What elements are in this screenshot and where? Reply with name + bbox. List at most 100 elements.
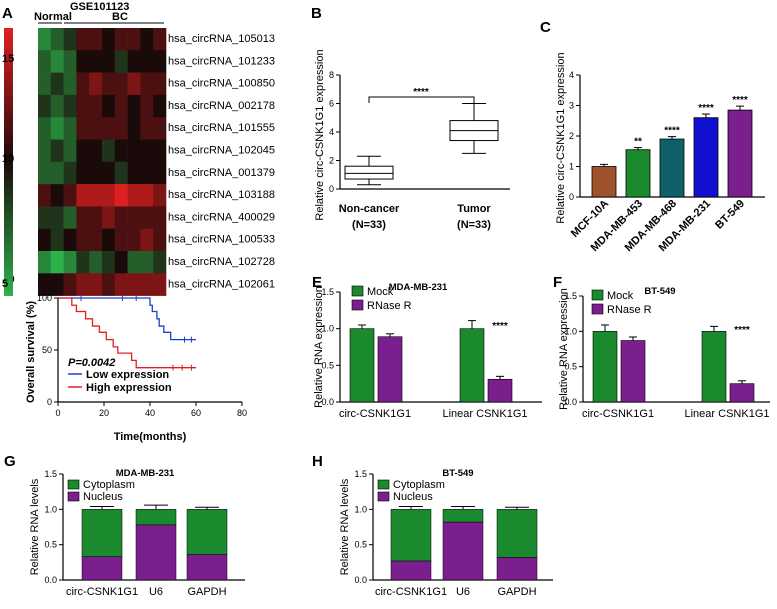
heatmap-cell [38,206,52,229]
fraction-category: U6 [149,586,163,598]
heatmap-cell [114,206,128,229]
fraction-H-y-tick-label: 0.5 [354,540,367,550]
cellline-bar [659,138,685,198]
heatmap-cell [76,94,90,118]
survival-pvalue: P=0.0042 [68,357,115,369]
boxplot-y-tick-label: 6 [329,99,334,109]
heatmap-row-label: hsa_circRNA_105013 [168,33,275,45]
heatmap-cell [89,94,103,118]
heatmap-cell [102,273,116,296]
heatmap-cell [50,94,64,118]
heatmap-cell [38,139,52,163]
rnase-y-label: Relative RNA expression [558,288,570,410]
heatmap-cell [153,184,167,207]
heatmap-cell [127,139,141,163]
color-scale-label: 15 [2,53,14,65]
heatmap-cell [102,206,116,229]
heatmap-cell [102,94,116,118]
rnase-bar [592,331,618,403]
heatmap-cell [102,117,116,140]
fraction-bar-segment [496,509,538,558]
panel-letter-a: A [2,5,13,22]
heatmap-cell [89,72,103,96]
rnase-bar [349,328,375,403]
heatmap-cell [153,228,167,252]
fraction-bar-segment [496,557,538,581]
heatmap-cell [63,251,77,274]
rnase-F-y-tick-label: 1.0 [564,326,577,336]
rnase-title: MDA-MB-231 [389,282,448,293]
survival-legend-label: High expression [86,382,172,394]
rnase-title: BT-549 [644,286,675,297]
heatmap-cell [50,206,64,229]
heatmap-cell [63,206,77,229]
heatmap-cell [114,94,128,118]
fraction-bar-segment [186,554,228,581]
heatmap-cell [140,139,154,163]
heatmap-cell [127,251,141,274]
heatmap-cell [50,228,64,252]
fraction-bar-segment [390,560,432,581]
heatmap-cell [140,273,154,296]
fraction-H-y-tick-label: 1.0 [354,504,367,514]
heatmap-cell [127,228,141,252]
heatmap-row-label: hsa_circRNA_102061 [168,278,275,290]
fraction-bar-segment [186,509,228,555]
rnase-legend-label: RNase R [367,300,412,312]
fraction-category: circ-CSNK1G1 [375,586,447,598]
heatmap-cell [127,206,141,229]
heatmap-cell [38,117,52,140]
heatmap-cell [50,273,64,296]
rnase-F-y-tick-label: 0.0 [564,397,577,407]
rnase-F-y-tick-label: 0.5 [564,362,577,372]
heatmap-cell [50,139,64,163]
fraction-bar-segment [81,509,123,557]
survival-curve [58,297,196,369]
heatmap-cell [63,161,77,185]
heatmap-cell [127,184,141,207]
color-scale-label: 5 [2,278,8,290]
heatmap-cell [140,117,154,140]
fraction-bar-segment [81,556,123,581]
survival-curve [58,297,196,341]
boxplot-sublabel: (N=33) [457,219,491,231]
heatmap-cell [50,50,64,73]
survival-x-tick-label: 40 [145,408,155,418]
heatmap-cell [102,184,116,207]
heatmap-cell [127,94,141,118]
rnase-significance: **** [734,325,750,336]
color-scale-label: 10 [2,153,14,165]
heatmap-panel: 15 10 5 hsa_circRNA_105013 hsa_circRNA_10123… [2,22,275,296]
heatmap-cell [76,184,90,207]
panel-letter-g: G [4,453,16,470]
rnase-bar [459,328,485,403]
survival-x-tick-label: 80 [237,408,247,418]
survival-y-tick-label: 50 [42,345,52,355]
survival-x-tick-label: 20 [99,408,109,418]
fraction-G-y-tick-label: 1.5 [44,469,57,479]
rnase-legend-label: Mock [607,290,634,302]
fraction-legend-label: Nucleus [83,491,123,503]
heatmap-row-label: hsa_circRNA_101555 [168,122,275,134]
heatmap-cell [140,50,154,73]
fraction-y-label: Relative RNA levels [339,478,351,575]
fraction-title: MDA-MB-231 [116,468,175,479]
heatmap-cell [89,28,103,51]
heatmap-dataset-title: GSE101123 [70,1,129,13]
heatmap-cell [38,228,52,252]
heatmap-cell [38,50,52,73]
cellline-bar [625,149,651,198]
significance-bracket [368,96,475,103]
cellline-y-tick-label: 3 [569,101,574,111]
cellline-bar [727,109,753,198]
fraction-G-y-tick-label: 0.0 [44,575,57,585]
boxplot-sublabel: (N=33) [352,219,386,231]
heatmap-cell [153,94,167,118]
panel-letter-f: F [553,274,562,291]
heatmap-cell [63,184,77,207]
heatmap-cell [114,117,128,140]
heatmap-row-label: hsa_circRNA_001379 [168,167,275,179]
heatmap-cell [38,273,52,296]
